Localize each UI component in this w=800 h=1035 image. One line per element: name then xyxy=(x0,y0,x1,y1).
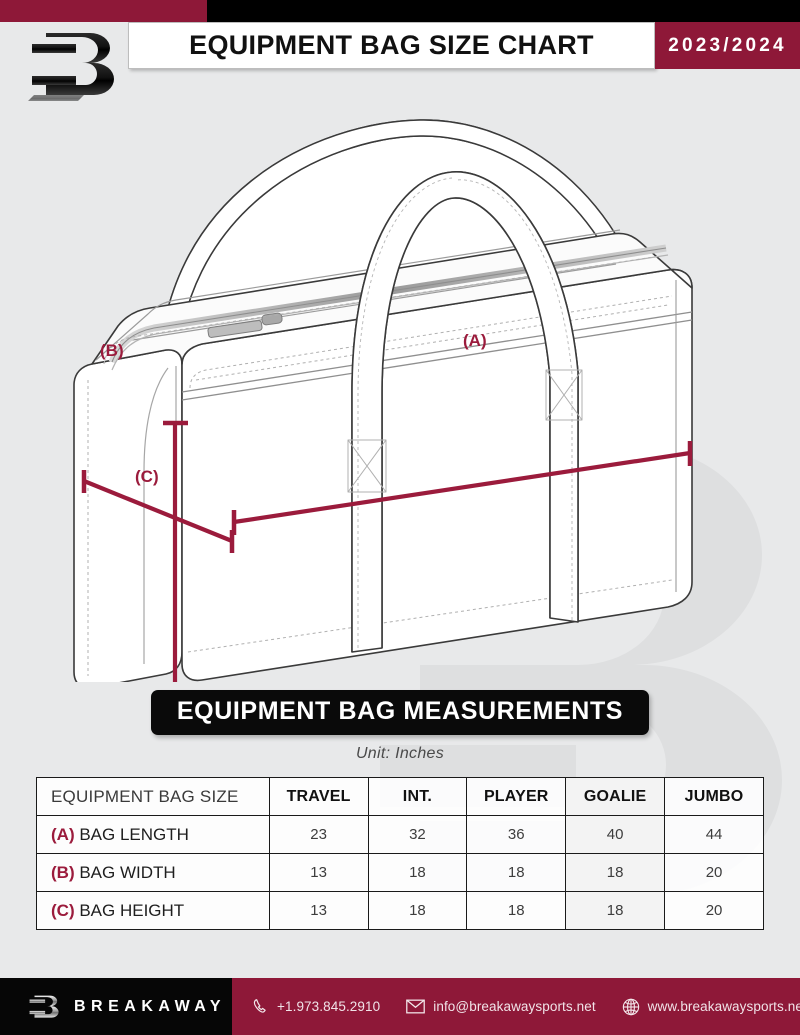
cell-width-int: 18 xyxy=(367,853,468,892)
handle-reinforcement-stitch xyxy=(347,369,583,493)
footer-brand-name: BREAKAWAY xyxy=(74,997,227,1015)
cell-width-jumbo: 20 xyxy=(664,853,764,892)
phone-icon xyxy=(253,999,266,1013)
table-row: (A) BAG LENGTH 23 32 36 40 44 xyxy=(36,815,764,854)
cell-height-goalie: 18 xyxy=(565,891,666,930)
dimension-lines xyxy=(81,420,693,682)
footer-email-text: info@breakawaysports.net xyxy=(433,999,596,1014)
cell-length-jumbo: 44 xyxy=(664,815,764,854)
table-row: (C) BAG HEIGHT 13 18 18 18 20 xyxy=(36,891,764,930)
measurements-banner: EQUIPMENT BAG MEASUREMENTS xyxy=(150,690,650,735)
th-player: PLAYER xyxy=(466,777,567,816)
cell-width-travel: 13 xyxy=(268,853,369,892)
cell-width-goalie: 18 xyxy=(565,853,666,892)
cell-height-int: 18 xyxy=(367,891,468,930)
unit-label: Unit: Inches xyxy=(355,745,445,762)
page-header: EQUIPMENT BAG SIZE CHART 2023/2024 xyxy=(0,22,800,101)
row-text-b: BAG WIDTH xyxy=(79,862,176,882)
row-key-a: (A) xyxy=(51,824,75,844)
footer-phone[interactable]: +1.973.845.2910 xyxy=(252,998,380,1015)
equipment-bag-illustration: (A) (B) (C) xyxy=(73,119,693,682)
dimension-line-width xyxy=(81,470,235,553)
th-jumbo: JUMBO xyxy=(664,777,764,816)
globe-icon xyxy=(622,998,639,1015)
cell-length-goalie: 40 xyxy=(565,815,666,854)
measurements-table-wrap: EQUIPMENT BAG SIZE TRAVEL INT. PLAYER GO… xyxy=(36,777,764,930)
breakaway-b-logo-icon-footer xyxy=(29,995,59,1018)
dimension-label-width: (B) xyxy=(100,341,124,360)
cell-length-player: 36 xyxy=(466,815,567,854)
dimension-label-height: (C) xyxy=(135,467,159,486)
row-key-b: (B) xyxy=(51,862,75,882)
cell-width-player: 18 xyxy=(466,853,567,892)
cell-height-player: 18 xyxy=(466,891,567,930)
dimension-label-length: (A) xyxy=(463,331,487,350)
year-label: 2023/2024 xyxy=(668,34,787,56)
zipper-slider xyxy=(207,312,283,338)
th-int: INT. xyxy=(367,777,468,816)
footer-website[interactable]: www.breakawaysports.net xyxy=(622,998,800,1016)
dimension-line-height xyxy=(163,420,188,682)
page-footer: BREAKAWAY +1.973.845.2910 info@breakaway… xyxy=(0,978,800,1035)
row-text-a: BAG LENGTH xyxy=(79,824,189,844)
th-bag-size: EQUIPMENT BAG SIZE xyxy=(36,777,270,816)
measurements-table: EQUIPMENT BAG SIZE TRAVEL INT. PLAYER GO… xyxy=(36,777,764,930)
cell-height-jumbo: 20 xyxy=(664,891,764,930)
measurements-banner-wrap: EQUIPMENT BAG MEASUREMENTS Unit: Inches xyxy=(0,690,800,763)
th-travel: TRAVEL xyxy=(268,777,369,816)
row-label-bag-length: (A) BAG LENGTH xyxy=(36,815,270,854)
cell-height-travel: 13 xyxy=(268,891,369,930)
cell-length-int: 32 xyxy=(367,815,468,854)
page-title-bar: EQUIPMENT BAG SIZE CHART xyxy=(128,22,655,69)
footer-contact-block: +1.973.845.2910 info@breakawaysports.net xyxy=(232,978,800,1035)
footer-brand-block: BREAKAWAY xyxy=(0,978,232,1035)
row-label-bag-height: (C) BAG HEIGHT xyxy=(36,891,270,930)
page-title: EQUIPMENT BAG SIZE CHART xyxy=(189,30,594,60)
footer-website-text: www.breakawaysports.net xyxy=(647,999,800,1014)
row-text-c: BAG HEIGHT xyxy=(79,900,185,920)
top-strip-black xyxy=(207,0,800,22)
bag-zipper xyxy=(108,244,669,371)
top-strip-maroon xyxy=(0,0,207,22)
bag-handle-front xyxy=(351,171,579,653)
footer-phone-text: +1.973.845.2910 xyxy=(277,999,381,1014)
row-key-c: (C) xyxy=(51,900,75,920)
cell-length-travel: 23 xyxy=(268,815,369,854)
year-badge: 2023/2024 xyxy=(655,22,800,69)
th-goalie: GOALIE xyxy=(565,777,666,816)
table-row: (B) BAG WIDTH 13 18 18 18 20 xyxy=(36,853,764,892)
envelope-icon xyxy=(406,999,426,1014)
breakaway-b-logo-icon xyxy=(28,33,114,101)
row-label-bag-width: (B) BAG WIDTH xyxy=(36,853,270,892)
footer-email[interactable]: info@breakawaysports.net xyxy=(406,999,596,1014)
table-header-row: EQUIPMENT BAG SIZE TRAVEL INT. PLAYER GO… xyxy=(36,777,764,816)
